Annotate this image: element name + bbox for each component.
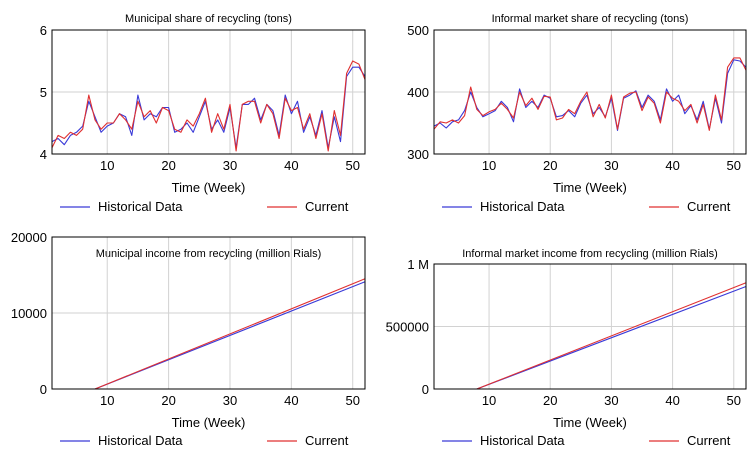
x-tick-label: 20 (543, 158, 557, 173)
x-tick-label: 40 (665, 158, 679, 173)
plot-frame (51, 29, 366, 155)
x-tick-label: 40 (665, 393, 679, 408)
series-line-current (433, 57, 747, 131)
x-tick-label: 50 (727, 393, 741, 408)
x-tick-label: 20 (161, 158, 175, 173)
x-tick-label: 10 (100, 158, 114, 173)
chart-title: Informal market share of recycling (tons… (492, 13, 689, 25)
x-tick-label: 20 (161, 393, 175, 408)
y-tick-label: 10000 (11, 306, 47, 321)
x-axis-label: Time (Week) (553, 415, 627, 430)
x-axis-label: Time (Week) (172, 415, 246, 430)
chart-title: Municipal income from recycling (million… (96, 248, 322, 260)
chart-1: Municipal share of recycling (tons) 10 20 3… (40, 13, 366, 214)
plot-frame (51, 236, 366, 390)
x-tick-label: 40 (284, 158, 298, 173)
series-line-historical (51, 66, 366, 149)
chart-4: Informal market income from recycling (m… (386, 248, 747, 448)
x-tick-label: 50 (345, 393, 359, 408)
x-tick-label: 50 (727, 158, 741, 173)
y-tick-label: 400 (407, 85, 429, 100)
y-tick-label: 500 (407, 23, 429, 38)
plot-frame (433, 29, 747, 155)
legend-label-historical: Historical Data (98, 433, 183, 448)
x-tick-label: 10 (100, 393, 114, 408)
chart-title: Municipal share of recycling (tons) (125, 13, 292, 25)
y-tick-label: 20000 (11, 230, 47, 245)
series-line-current (52, 278, 366, 390)
x-tick-label: 50 (345, 158, 359, 173)
plot-frame (433, 263, 747, 390)
x-tick-label: 30 (604, 158, 618, 173)
x-tick-label: 20 (543, 393, 557, 408)
x-tick-label: 10 (482, 393, 496, 408)
y-tick-label: 0 (40, 382, 47, 397)
y-tick-label: 1 M (407, 257, 429, 272)
legend-label-historical: Historical Data (480, 433, 565, 448)
legend-label-current: Current (687, 433, 731, 448)
x-tick-label: 40 (284, 393, 298, 408)
legend-label-historical: Historical Data (480, 199, 565, 214)
y-tick-label: 300 (407, 147, 429, 162)
y-tick-label: 4 (40, 147, 47, 162)
legend-label-historical: Historical Data (98, 199, 183, 214)
x-axis-label: Time (Week) (553, 180, 627, 195)
y-tick-label: 0 (422, 382, 429, 397)
x-tick-label: 10 (482, 158, 496, 173)
series-line-historical (434, 285, 747, 390)
x-tick-label: 30 (223, 158, 237, 173)
series-line-historical (433, 59, 747, 131)
x-tick-label: 30 (604, 393, 618, 408)
legend-label-current: Current (687, 199, 731, 214)
chart-3: Municipal income from recycling (million… (11, 230, 366, 448)
x-axis-label: Time (Week) (172, 180, 246, 195)
legend-label-current: Current (305, 199, 349, 214)
chart-2: Informal market share of recycling (tons… (407, 13, 747, 214)
legend-label-current: Current (305, 433, 349, 448)
x-tick-label: 30 (223, 393, 237, 408)
y-tick-label: 6 (40, 23, 47, 38)
chart-title: Informal market income from recycling (m… (462, 248, 718, 260)
y-tick-label: 500000 (386, 320, 429, 335)
series-line-current (51, 60, 366, 152)
series-line-current (434, 282, 747, 390)
y-tick-label: 5 (40, 85, 47, 100)
